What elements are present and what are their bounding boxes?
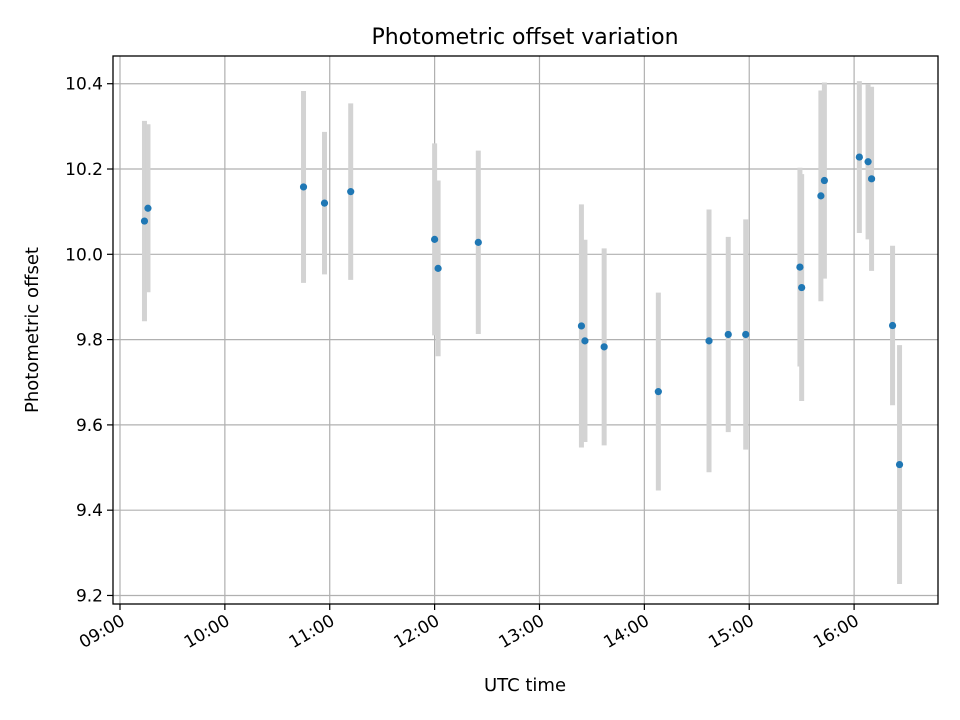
data-point: [705, 337, 713, 345]
data-point: [724, 330, 732, 339]
x-axis-label: UTC time: [484, 675, 566, 696]
data-point: [600, 343, 608, 351]
data-point: [474, 238, 482, 246]
data-point: [581, 337, 589, 345]
data-point: [817, 192, 825, 200]
data-point: [867, 175, 876, 183]
data-point: [434, 264, 442, 272]
data-point: [820, 176, 828, 185]
data-point: [299, 183, 308, 191]
data-point: [431, 235, 439, 243]
data-point: [796, 263, 804, 271]
data-point: [742, 330, 750, 339]
y-tick-label: 9.2: [76, 586, 103, 606]
data-point: [140, 217, 149, 225]
data-points: [140, 153, 904, 469]
data-point: [855, 153, 863, 161]
chart-title: Photometric offset variation: [371, 25, 678, 50]
plot-frame: [112, 55, 939, 605]
y-tick-label: 10.4: [65, 75, 103, 95]
y-tick-label: 10.2: [65, 160, 103, 180]
y-tick-label: 10.0: [65, 245, 103, 265]
y-tick-label: 9.8: [76, 331, 103, 351]
y-tick-label: 9.4: [76, 501, 103, 521]
data-point: [895, 460, 904, 469]
data-point: [654, 388, 662, 396]
data-point: [577, 322, 586, 330]
y-axis-label: Photometric offset: [22, 247, 43, 413]
data-point: [320, 199, 329, 207]
data-point: [347, 188, 355, 196]
data-point: [798, 283, 806, 292]
data-point: [144, 204, 152, 212]
y-tick-label: 9.6: [76, 416, 103, 436]
data-point: [888, 321, 897, 330]
data-point: [864, 158, 872, 166]
